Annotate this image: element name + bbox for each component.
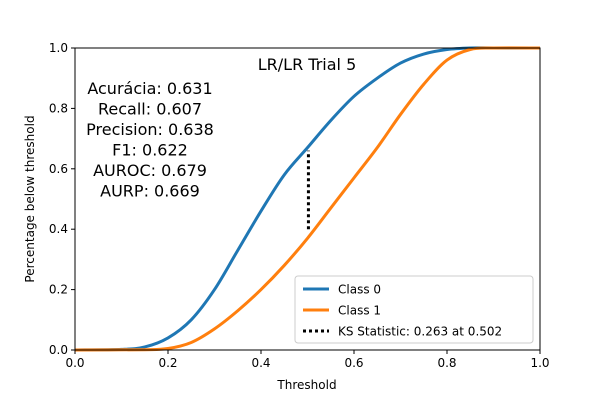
x-tick-label: 0.4 xyxy=(251,356,270,370)
metric-line: Acurácia: 0.631 xyxy=(87,79,212,98)
metric-line: AUROC: 0.679 xyxy=(93,161,207,180)
x-tick-label: 0.0 xyxy=(65,356,84,370)
x-tick-label: 1.0 xyxy=(530,356,549,370)
chart-title: LR/LR Trial 5 xyxy=(258,55,357,74)
series-line-0 xyxy=(74,46,540,352)
series-layer xyxy=(74,46,541,352)
y-axis-label: Percentage below threshold xyxy=(23,115,37,282)
metric-line: Recall: 0.607 xyxy=(98,100,202,119)
legend-label: Class 1 xyxy=(338,304,381,318)
y-tick-label: 0.0 xyxy=(49,343,68,357)
metric-line: AURP: 0.669 xyxy=(100,182,200,201)
y-tick-label: 1.0 xyxy=(49,41,68,55)
y-tick-label: 0.4 xyxy=(49,222,68,236)
legend-label: Class 0 xyxy=(338,283,381,297)
series-line-1 xyxy=(74,46,541,352)
x-axis: 0.0 0.2 0.4 0.6 0.8 1.0 xyxy=(65,350,550,370)
legend-label: KS Statistic: 0.263 at 0.502 xyxy=(338,325,502,339)
legend: Class 0 Class 1 KS Statistic: 0.263 at 0.5… xyxy=(294,275,534,344)
x-tick-label: 0.2 xyxy=(158,356,177,370)
plot-frame xyxy=(74,47,541,351)
legend-box xyxy=(294,275,534,344)
metric-line: Precision: 0.638 xyxy=(86,120,214,139)
x-tick-label: 0.6 xyxy=(344,356,363,370)
y-axis: 0.0 0.2 0.4 0.6 0.8 1.0 xyxy=(49,41,75,357)
y-tick-label: 0.2 xyxy=(49,283,68,297)
y-tick-label: 0.8 xyxy=(49,101,68,115)
metric-line: F1: 0.622 xyxy=(112,141,188,160)
x-tick-label: 0.8 xyxy=(437,356,456,370)
y-tick-label: 0.6 xyxy=(49,162,68,176)
x-axis-label: Threshold xyxy=(276,378,336,392)
